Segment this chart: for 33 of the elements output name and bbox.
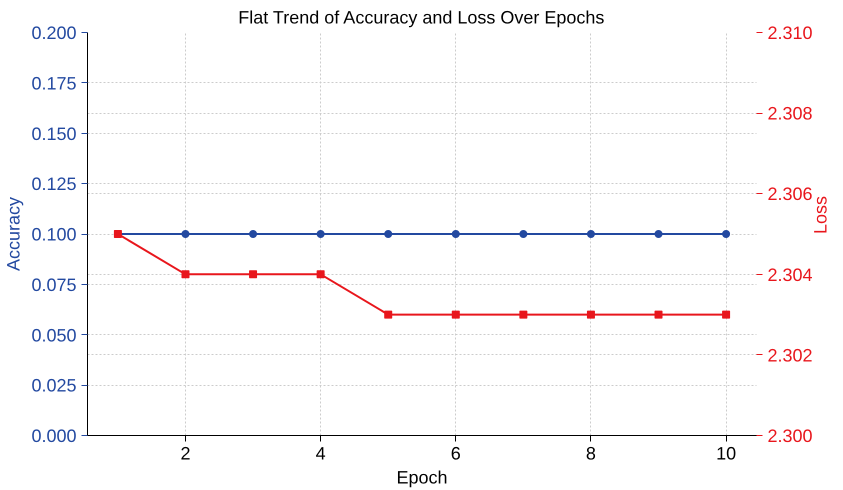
- y-tick-label: 0.025: [31, 376, 77, 396]
- y-tick-label: 0.175: [31, 73, 77, 94]
- y-tick-label: 0.075: [31, 274, 77, 295]
- point: [316, 270, 325, 278]
- x-tick-label: 4: [316, 444, 326, 464]
- x-axis-title: Epoch: [396, 468, 448, 488]
- point: [586, 310, 595, 319]
- chart-title: Flat Trend of Accuracy and Loss Over Epochs: [238, 8, 604, 28]
- y2-tick-label: 2.302: [768, 345, 813, 366]
- y-tick-label: 0.200: [31, 23, 77, 43]
- y2-tick-label: 2.306: [768, 184, 813, 204]
- point: [181, 270, 190, 278]
- y2-axis-title: Loss: [810, 196, 831, 234]
- y-tick-label: 0.050: [31, 325, 77, 346]
- point: [249, 270, 258, 278]
- point: [452, 310, 460, 319]
- point: [722, 310, 730, 319]
- point: [519, 310, 528, 319]
- y2-tick-label: 2.300: [768, 426, 813, 446]
- point: [384, 310, 392, 319]
- y-axis-title: Accuracy: [3, 196, 24, 272]
- y-tick-label: 0.000: [31, 426, 77, 446]
- y2-tick-label: 2.308: [768, 104, 813, 124]
- y2-tick-label: 2.304: [768, 264, 813, 285]
- y2-tick-label: 2.310: [768, 23, 813, 43]
- y-tick-label: 0.150: [31, 124, 77, 144]
- x-tick-label: 8: [586, 444, 596, 464]
- y-tick-label: 0.125: [31, 174, 77, 194]
- point: [654, 310, 663, 319]
- x-tick-label: 2: [180, 444, 190, 464]
- y-tick-label: 0.100: [31, 224, 77, 244]
- x-tick-label: 6: [450, 444, 461, 464]
- x-tick-label: 10: [716, 444, 736, 464]
